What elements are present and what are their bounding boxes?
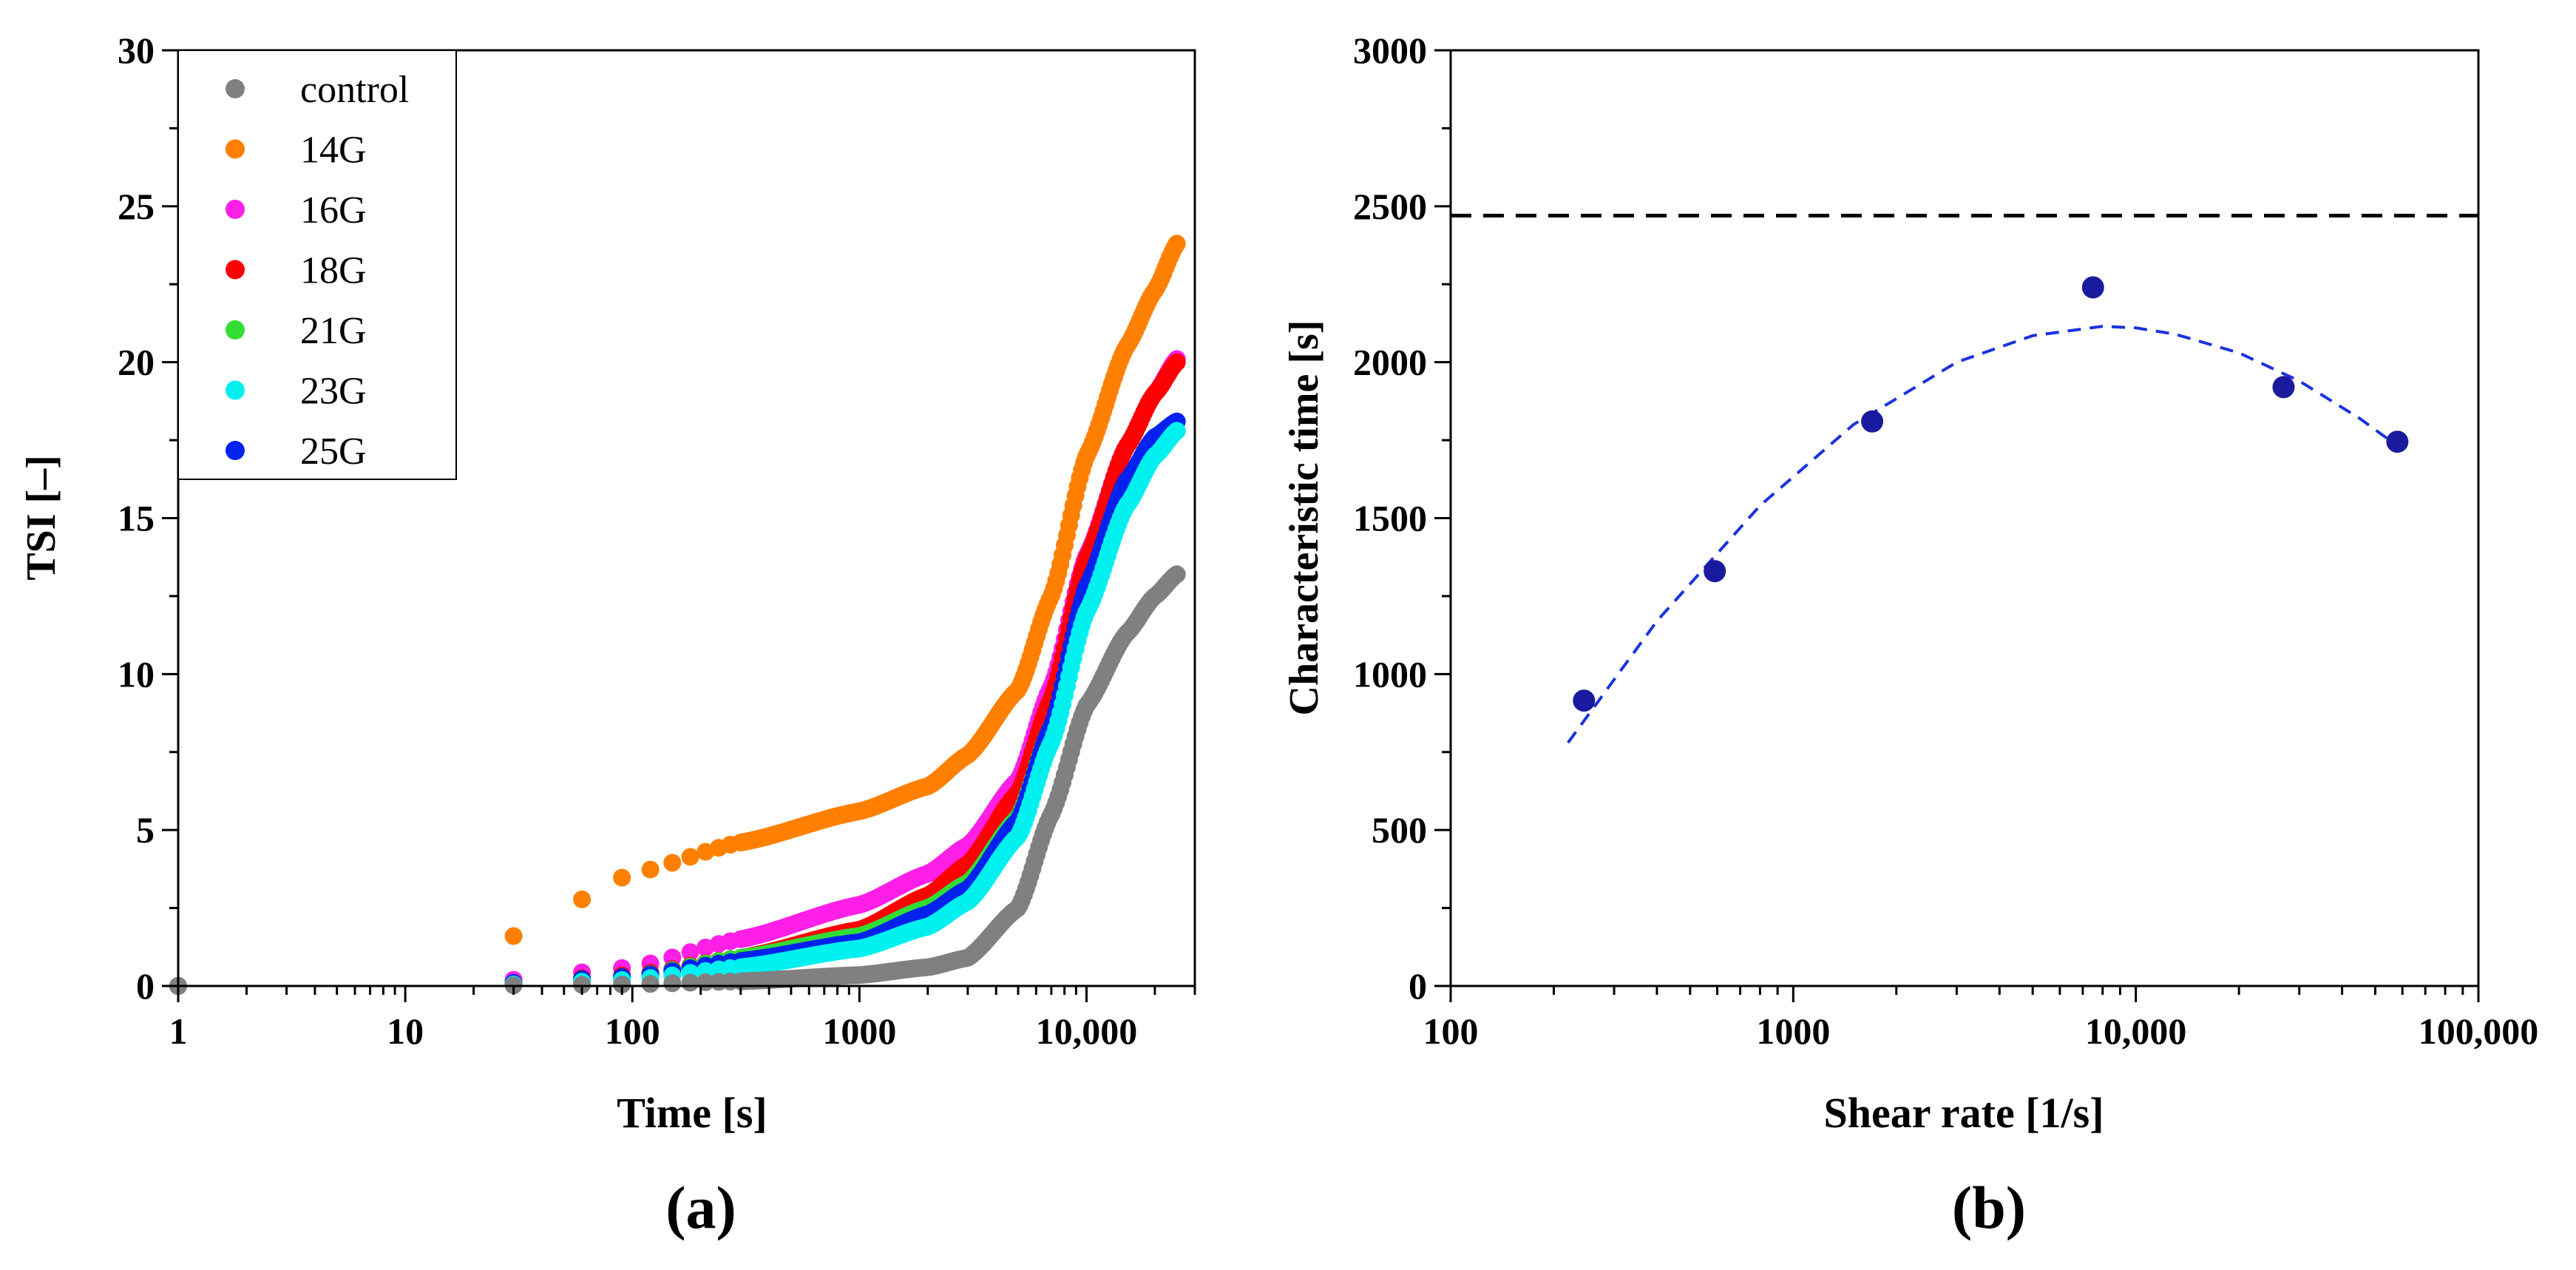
data-point — [573, 976, 592, 994]
y-tick-label: 10 — [118, 653, 155, 695]
legend-entry-control: control — [226, 69, 409, 111]
legend-label: 21G — [300, 310, 367, 352]
legend-entry-14G: 14G — [226, 129, 367, 172]
series-25G — [169, 412, 1186, 995]
panel-a-x-axis-title: Time [s] — [617, 1089, 767, 1137]
legend-marker — [226, 79, 245, 98]
x-tick-label: 10,000 — [1036, 1010, 1138, 1052]
legend-marker — [226, 320, 245, 340]
x-tick-label: 1000 — [1756, 1010, 1830, 1052]
data-point — [641, 860, 660, 879]
data-point — [504, 927, 523, 945]
data-point — [1167, 422, 1186, 440]
y-tick-label: 15 — [118, 498, 155, 539]
legend-entry-23G: 23G — [226, 371, 367, 413]
legend-entry-16G: 16G — [226, 189, 367, 232]
data-point — [1573, 689, 1596, 712]
y-tick-label: 2000 — [1353, 342, 1427, 383]
data-point — [681, 973, 699, 992]
y-tick-label: 20 — [118, 342, 155, 383]
legend-label: 16G — [300, 189, 367, 232]
y-tick-label: 1000 — [1353, 653, 1427, 695]
legend-marker — [226, 260, 245, 280]
legend-entry-25G: 25G — [226, 430, 367, 473]
data-point — [681, 848, 699, 866]
y-tick-label: 0 — [1409, 965, 1427, 1007]
x-tick-label: 10,000 — [2085, 1010, 2187, 1052]
legend-marker — [226, 139, 245, 159]
data-point — [613, 976, 631, 993]
data-point — [1167, 234, 1186, 253]
panel-a-series-layer — [169, 234, 1186, 995]
panel-a: 0 5 10 15 20 25 30 1 10 100 1000 10,000 control 14G 1… — [18, 30, 1196, 1241]
panel-a-y-axis-title: TSI [–] — [18, 455, 64, 581]
x-tick-label: 100,000 — [2419, 1010, 2539, 1052]
legend-marker — [226, 200, 245, 219]
fit-curve — [1567, 325, 2404, 744]
data-point — [663, 974, 682, 993]
panel-a-legend-box — [177, 50, 457, 480]
panel-b-content-layer — [1451, 213, 2478, 744]
data-point — [1167, 353, 1186, 371]
y-tick-label: 1500 — [1353, 498, 1427, 539]
data-point — [2081, 276, 2104, 299]
data-point — [2272, 376, 2295, 399]
y-tick-label: 3000 — [1353, 30, 1427, 71]
data-point — [663, 854, 682, 872]
y-tick-label: 500 — [1372, 809, 1427, 851]
x-tick-label: 10 — [387, 1010, 424, 1052]
data-point — [613, 868, 631, 887]
legend-label: 25G — [300, 430, 367, 473]
panel-b: 0 500 1000 1500 2000 2500 3000 100 1000 10,000 100… — [1281, 30, 2538, 1241]
panel-a-legend: control 14G 16G 18G 21G 23G 25G — [177, 50, 457, 480]
y-tick-label: 30 — [118, 30, 155, 71]
panel-b-x-axis-title: Shear rate [1/s] — [1823, 1089, 2104, 1137]
data-point — [681, 943, 699, 962]
panel-b-axes: 0 500 1000 1500 2000 2500 3000 100 1000 10,000 100… — [1353, 30, 2538, 1052]
x-tick-label: 1000 — [822, 1010, 896, 1052]
y-tick-label: 0 — [136, 965, 155, 1007]
y-tick-label: 25 — [118, 186, 155, 227]
panel-b-label: (b) — [1952, 1174, 2026, 1241]
data-point — [573, 890, 592, 908]
y-tick-label: 2500 — [1353, 186, 1427, 227]
data-point — [1861, 410, 1884, 433]
y-tick-label: 5 — [136, 809, 155, 851]
legend-label: 23G — [300, 371, 367, 413]
legend-label: 18G — [300, 250, 367, 292]
legend-entry-18G: 18G — [226, 250, 367, 292]
legend-marker — [226, 380, 245, 400]
panel-a-axes: 0 5 10 15 20 25 30 1 10 100 1000 10,000 — [118, 30, 1196, 1052]
series-21G — [169, 422, 1186, 995]
panel-a-label: (a) — [665, 1174, 736, 1241]
x-tick-label: 100 — [1423, 1010, 1479, 1052]
legend-entry-21G: 21G — [226, 310, 367, 352]
data-point — [1167, 565, 1186, 584]
panel-b-y-axis-title: Characteristic time [s] — [1281, 320, 1327, 716]
data-point — [1704, 560, 1726, 583]
panel-b-plot-frame — [1449, 49, 2480, 987]
series-control — [169, 565, 1186, 995]
data-point — [641, 975, 660, 993]
legend-label: 14G — [300, 129, 367, 172]
series-14G — [169, 234, 1186, 995]
legend-label: control — [300, 69, 409, 111]
data-point — [2386, 430, 2409, 453]
x-tick-label: 100 — [605, 1010, 660, 1052]
series-23G — [169, 422, 1186, 995]
legend-marker — [226, 441, 245, 460]
x-tick-label: 1 — [169, 1010, 188, 1052]
